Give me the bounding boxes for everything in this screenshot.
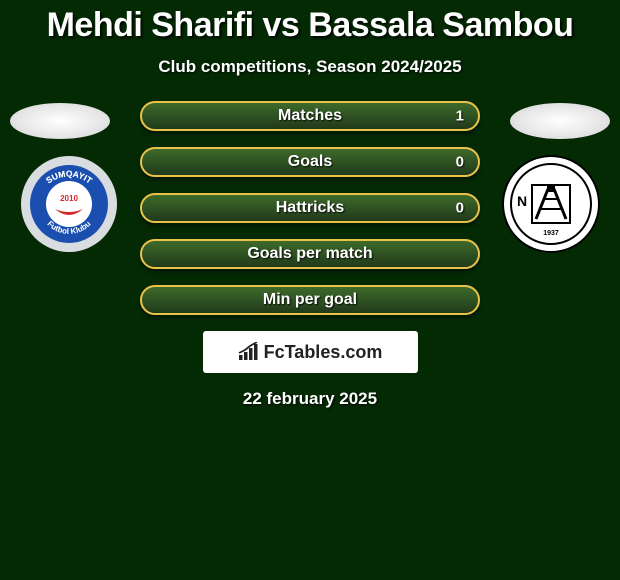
sumqayit-badge-icon: 2010 SUMQAYIT SUMQAYIT Futbol Klubu [20, 155, 118, 253]
date-text: 22 february 2025 [0, 389, 620, 409]
stat-label: Goals [288, 153, 332, 171]
player-right-placeholder [510, 103, 610, 139]
stat-label: Goals per match [247, 245, 372, 263]
stat-label: Matches [278, 107, 342, 125]
stat-value-right: 0 [456, 154, 464, 171]
chart-bars-icon [238, 342, 260, 362]
stat-row: Matches 1 [140, 101, 480, 131]
stat-label: Hattricks [276, 199, 344, 217]
stat-row: Hattricks 0 [140, 193, 480, 223]
club-badge-right: 1937 N [502, 155, 600, 253]
page-title: Mehdi Sharifi vs Bassala Sambou [0, 0, 620, 45]
stat-label: Min per goal [263, 291, 357, 309]
subtitle: Club competitions, Season 2024/2025 [0, 57, 620, 77]
stat-value-right: 0 [456, 200, 464, 217]
stat-row: Goals per match [140, 239, 480, 269]
stat-row: Min per goal [140, 285, 480, 315]
comparison-card: Mehdi Sharifi vs Bassala Sambou Club com… [0, 0, 620, 580]
stat-row: Goals 0 [140, 147, 480, 177]
watermark-text: FcTables.com [264, 342, 383, 363]
svg-text:2010: 2010 [60, 194, 78, 203]
club-badge-left: 2010 SUMQAYIT SUMQAYIT Futbol Klubu [20, 155, 118, 253]
stat-value-right: 1 [456, 108, 464, 125]
neftci-badge-icon: 1937 N [502, 155, 600, 253]
watermark-badge: FcTables.com [203, 331, 418, 373]
player-left-placeholder [10, 103, 110, 139]
stat-rows: Matches 1 Goals 0 Hattricks 0 Goals per match M… [140, 101, 480, 315]
svg-text:1937: 1937 [543, 230, 559, 237]
svg-text:N: N [517, 193, 527, 209]
content-area: 2010 SUMQAYIT SUMQAYIT Futbol Klubu [0, 101, 620, 409]
